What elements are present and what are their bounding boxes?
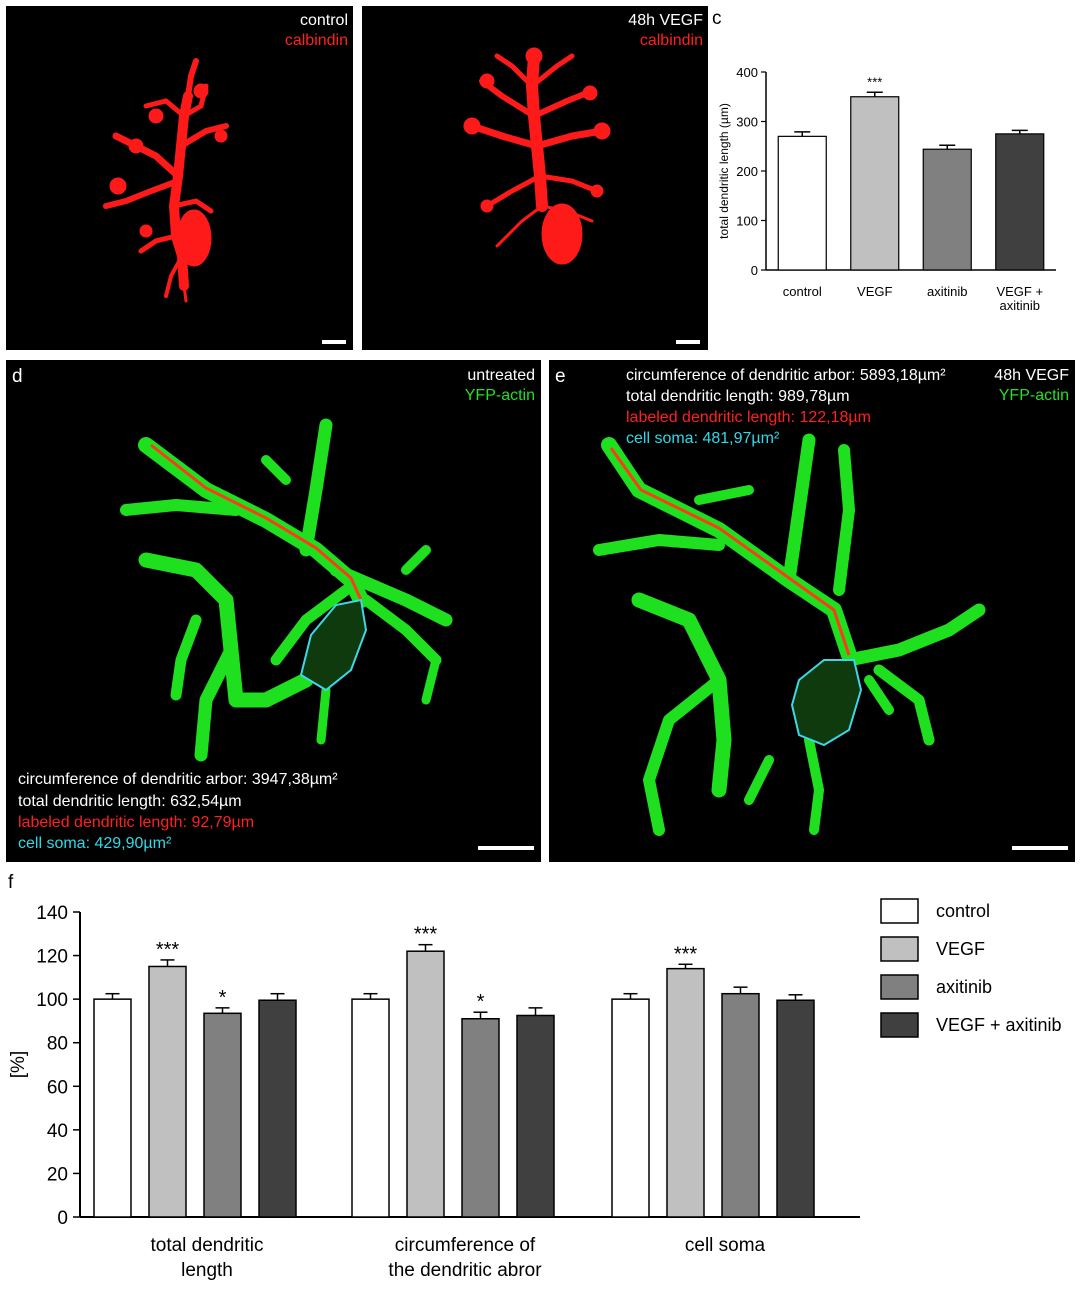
panel-c-label: c — [712, 8, 722, 29]
chart-f-y-tick-label: 100 — [36, 990, 68, 1011]
chart-f-significance: *** — [414, 924, 438, 946]
panel-e-circumference: circumference of dendritic arbor: 5893,1… — [626, 367, 946, 384]
panel-d-condition: untreated — [467, 367, 535, 384]
panel-e-label: e — [555, 366, 566, 387]
chart-f-bar — [258, 999, 297, 1218]
chart-c-x-tick-label: VEGF + — [996, 284, 1043, 299]
chart-f-legend-label: axitinib — [936, 977, 992, 997]
panel-d-circumference: circumference of dendritic arbor: 3947,3… — [18, 771, 338, 788]
purkinje-cell-control — [103, 58, 229, 303]
chart-c-y-tick-label: 400 — [736, 65, 758, 80]
chart-f-bar — [666, 967, 705, 1218]
chart-f-legend-label: VEGF — [936, 939, 985, 959]
neuron-vegf — [593, 433, 986, 836]
chart-f-bar — [611, 998, 650, 1218]
panel-b-scale-bar — [676, 340, 700, 344]
panel-b-image: 48h VEGF calbindin — [362, 6, 708, 350]
panel-d-stain: YFP-actin — [464, 387, 535, 404]
chart-f-bar — [516, 1014, 555, 1218]
panel-d-label: d — [12, 366, 23, 387]
chart-f-x-tick-label: cell soma — [685, 1235, 766, 1256]
chart-c-x-tick-label: control — [783, 284, 822, 299]
panel-e-image: 48h VEGF YFP-actin circumference of dend… — [549, 360, 1075, 862]
chart-f-y-tick-label: 140 — [36, 903, 68, 924]
chart-c-x-tick-label: axitinib — [1000, 298, 1040, 313]
panel-d-soma: cell soma: 429,90µm² — [18, 835, 172, 852]
chart-f-legend-swatch — [880, 898, 919, 924]
chart-f-y-tick-label: 80 — [47, 1034, 68, 1055]
chart-f-y-tick-label: 60 — [47, 1077, 68, 1098]
panel-f-label: f — [8, 872, 14, 893]
chart-f-significance: * — [219, 987, 227, 1009]
panel-a-condition: control — [299, 12, 348, 29]
chart-c-y-tick-label: 300 — [736, 115, 758, 130]
panel-d-scale-bar — [478, 846, 534, 850]
chart-f-bar — [721, 992, 760, 1218]
chart-c-bar — [995, 133, 1045, 271]
chart-f-x-tick-label: the dendritic abror — [388, 1260, 542, 1281]
chart-c-y-tick-label: 200 — [736, 164, 758, 179]
chart-f-legend-label: VEGF + axitinib — [936, 1015, 1062, 1035]
panel-b-condition: 48h VEGF — [628, 12, 703, 29]
chart-c-y-tick-label: 100 — [736, 214, 758, 229]
panel-e-soma: cell soma: 481,97µm² — [626, 430, 780, 447]
panel-d-labeled-length: labeled dendritic length: 92,79µm — [18, 814, 255, 831]
chart-f-significance: *** — [156, 939, 180, 961]
chart-f-bar — [203, 1012, 242, 1218]
panel-e-condition: 48h VEGF — [994, 367, 1069, 384]
chart-f-y-tick-label: 120 — [36, 947, 68, 968]
purkinje-cell-vegf — [463, 47, 611, 265]
chart-f-x-tick-label: total dendritic — [150, 1235, 263, 1256]
panel-a-scale-bar — [322, 340, 346, 344]
panel-a-image: control calbindin — [6, 6, 353, 350]
chart-f-bar — [351, 998, 390, 1218]
chart-c-bar — [850, 96, 900, 271]
chart-c-bar — [777, 135, 827, 271]
chart-c: 0 100 200 300 400 total dendritic length (µm)… — [717, 65, 1056, 313]
chart-f-y-tick-label: 40 — [47, 1121, 68, 1142]
chart-f-y-axis-title: [%] — [8, 1051, 29, 1078]
panel-d-image: untreated YFP-actin circumference of den… — [6, 360, 541, 862]
chart-f-legend-swatch — [880, 936, 919, 962]
chart-f-legend-label: control — [936, 901, 990, 921]
panel-e-labeled-length: labeled dendritic length: 122,18µm — [626, 409, 871, 426]
chart-c-significance: *** — [867, 74, 882, 89]
chart-f-legend-swatch — [880, 1012, 919, 1038]
chart-f-bar — [148, 965, 187, 1218]
chart-f-legend-swatch — [880, 974, 919, 1000]
chart-f-bar — [406, 950, 445, 1218]
chart-c-y-tick-label: 0 — [751, 263, 758, 278]
chart-f-bar — [461, 1018, 500, 1218]
panel-e-total-length: total dendritic length: 989,78µm — [626, 388, 850, 405]
chart-f-significance: * — [477, 991, 485, 1013]
chart-f-bar — [93, 998, 132, 1218]
chart-f-significance: *** — [674, 943, 698, 965]
panel-e-stain: YFP-actin — [998, 387, 1069, 404]
chart-f-x-tick-label: circumference of — [395, 1235, 536, 1256]
chart-c-x-tick-label: VEGF — [857, 284, 892, 299]
chart-c-bar — [922, 148, 972, 271]
panel-e-scale-bar — [1012, 846, 1068, 850]
panel-b-stain: calbindin — [639, 32, 703, 49]
chart-f-y-tick-label: 0 — [57, 1208, 68, 1229]
panel-d-total-length: total dendritic length: 632,54µm — [18, 793, 242, 810]
chart-f-bar — [776, 999, 815, 1218]
chart-f-y-tick-label: 20 — [47, 1164, 68, 1185]
chart-c-y-axis-title: total dendritic length (µm) — [717, 103, 731, 239]
chart-f-x-tick-label: length — [181, 1260, 233, 1281]
chart-c-x-tick-label: axitinib — [927, 284, 967, 299]
neuron-untreated — [120, 418, 453, 762]
panel-a-stain: calbindin — [284, 32, 348, 49]
